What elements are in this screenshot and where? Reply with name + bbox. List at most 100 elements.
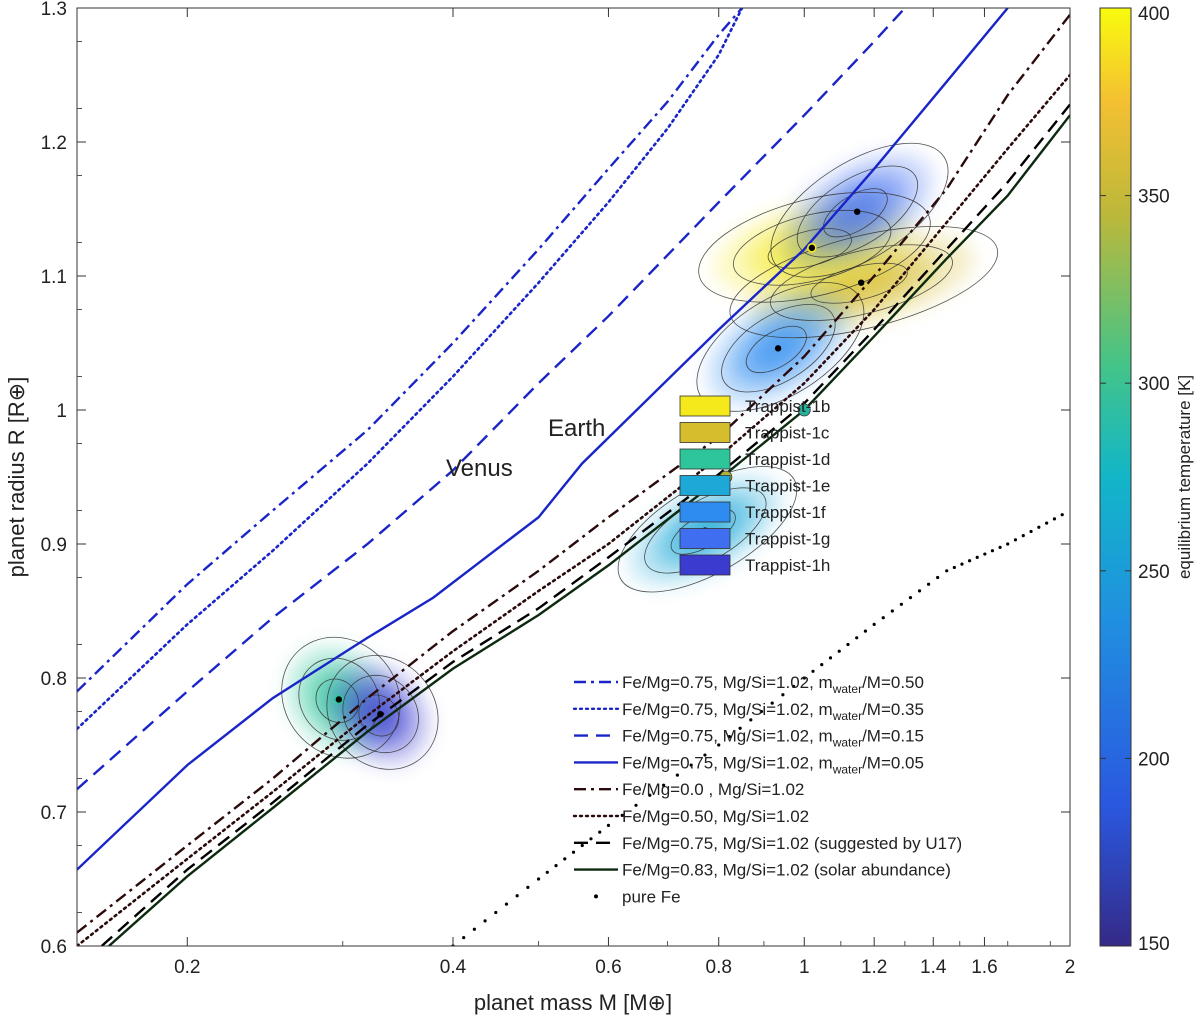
pure-fe-dot xyxy=(820,663,824,667)
point-trappist-1h xyxy=(377,710,384,718)
x-tick-label: 1 xyxy=(799,957,810,978)
point-earth xyxy=(797,403,811,417)
axes: 0.2 0.4 0.6 0.8 1 1.2 1.4 1.6 2 0.6 0.7 0.8 0.9 1 1.1 1… xyxy=(41,0,1076,978)
pure-fe-dot xyxy=(648,793,652,797)
y-tick-label: 1.1 xyxy=(41,267,67,288)
legend-label-fe-mg-0-75-mg-si-1-02-m-water-m-0-15: Fe/Mg=0.75, Mg/Si=1.02, mwater/M=0.15 xyxy=(622,727,924,750)
pure-fe-dot xyxy=(703,753,707,757)
pure-fe-dot xyxy=(1060,513,1064,517)
colorbar: 150 200 250 300 350 400 equilibrium temperatu… xyxy=(1099,4,1194,955)
pure-fe-dot xyxy=(1052,517,1057,521)
point-trappist-1d xyxy=(334,694,344,705)
curve-legend: Fe/Mg=0.75, Mg/Si=1.02, mwater/M=0.50 Fe/… xyxy=(572,673,962,906)
pure-fe-dot xyxy=(828,656,833,660)
legend-swatch-trappist-1h xyxy=(679,554,731,576)
pure-fe-dot xyxy=(554,864,558,868)
venus-label: Venus xyxy=(446,455,513,482)
colorbar-tick-label: 300 xyxy=(1138,374,1170,395)
colorbar-tick-label: 150 xyxy=(1138,934,1170,955)
pure-fe-dot xyxy=(536,877,541,881)
curve-fe-mg-0-75-mg-si-1-02-m-water-m-0-50 xyxy=(77,8,743,693)
colorbar-tick-label: 350 xyxy=(1138,187,1170,208)
contour-ellipse xyxy=(767,228,852,269)
contour-ellipse xyxy=(698,191,931,303)
legend-label-fe-mg-0-75-mg-si-1-02-suggested-by-u17: Fe/Mg=0.75, Mg/Si=1.02 (suggested by U17… xyxy=(622,834,962,853)
pure-fe-dot xyxy=(899,602,903,606)
pure-fe-dot xyxy=(462,936,466,940)
contour-ellipse xyxy=(745,325,807,374)
pure-fe-dot xyxy=(717,743,721,747)
pure-fe-dot xyxy=(472,927,476,931)
legend-label-pure-fe: pure Fe xyxy=(622,887,681,906)
pure-fe-dot xyxy=(494,910,498,915)
colorbar-tick-label: 200 xyxy=(1138,749,1170,770)
x-tick-label: 0.2 xyxy=(174,957,200,978)
pure-fe-dot xyxy=(881,616,885,620)
colorbar-tick-label: 400 xyxy=(1138,4,1170,25)
contour-ellipse xyxy=(315,678,359,723)
pure-fe-dot xyxy=(863,629,868,633)
pure-fe-dot xyxy=(967,559,972,563)
pure-fe-dot xyxy=(620,813,624,817)
contour-ellipse xyxy=(796,165,919,258)
legend-label-fe-mg-0-75-mg-si-1-02-m-water-m-0-05: Fe/Mg=0.75, Mg/Si=1.02, mwater/M=0.05 xyxy=(622,753,924,776)
legend-swatch-trappist-1e xyxy=(679,475,731,496)
curve-fe-mg-0-75-mg-si-1-02-m-water-m-0-35 xyxy=(77,8,744,731)
contour-ellipse xyxy=(823,188,888,238)
pure-fe-dot xyxy=(738,726,742,730)
pure-fe-dot xyxy=(571,850,576,854)
colorbar-tick-label: 250 xyxy=(1138,562,1170,583)
colorbar-gradient xyxy=(1099,7,1132,947)
pure-fe-dot xyxy=(1045,521,1049,525)
contour-ellipse xyxy=(721,304,836,393)
pure-fe-dot xyxy=(846,642,850,647)
legend-label-trappist-1f: Trappist-1f xyxy=(745,503,826,522)
legend-swatch-trappist-1g xyxy=(679,528,731,549)
y-tick-label: 0.8 xyxy=(41,669,67,690)
legend-swatch-trappist-1b xyxy=(679,395,731,417)
pure-fe-dot xyxy=(1021,534,1025,538)
x-tick-label: 0.8 xyxy=(706,957,732,978)
point-trappist-1c xyxy=(857,279,865,286)
pure-fe-dot xyxy=(675,773,679,777)
point-trappist-1f xyxy=(774,345,782,352)
contour-ellipse xyxy=(770,244,953,321)
curve-fe-mg-0-75-mg-si-1-02-m-water-m-0-15 xyxy=(77,8,906,791)
pure-fe-dot xyxy=(917,589,922,593)
pure-fe-dot xyxy=(759,709,764,714)
pure-fe-dot xyxy=(936,575,940,580)
legend-swatch-trappist-1c xyxy=(679,422,731,443)
contour-trappist-1c xyxy=(729,225,999,339)
legend-label-trappist-1g: Trappist-1g xyxy=(745,530,830,549)
pure-fe-dot xyxy=(926,582,931,586)
pure-fe-dot xyxy=(791,684,796,688)
pure-fe-dot xyxy=(563,857,567,861)
legend-label-fe-mg-0-75-mg-si-1-02-m-water-m-0-50: Fe/Mg=0.75, Mg/Si=1.02, mwater/M=0.50 xyxy=(622,673,924,696)
pure-fe-dot xyxy=(727,735,732,739)
pure-fe-dot xyxy=(975,555,979,560)
contour-ellipse xyxy=(770,142,949,278)
pure-fe-dot xyxy=(1029,529,1033,534)
pure-fe-dot xyxy=(837,649,841,653)
pure-fe-dot xyxy=(1037,525,1041,529)
x-tick-label: 1.6 xyxy=(971,957,997,978)
pure-fe-dot xyxy=(990,549,995,553)
x-tick-label: 2 xyxy=(1065,957,1076,978)
legend-label-trappist-1b: Trappist-1b xyxy=(745,397,830,416)
legend-label-trappist-1d: Trappist-1d xyxy=(745,450,830,469)
pure-fe-dot xyxy=(749,718,753,722)
curve-fe-mg-0-75-mg-si-1-02-suggested-by-u17 xyxy=(100,103,1070,946)
pure-fe-dot xyxy=(634,803,638,807)
x-tick-label: 0.4 xyxy=(440,957,467,978)
pure-fe-dot xyxy=(504,902,509,906)
legend-swatch-trappist-1d xyxy=(679,448,731,470)
pure-fe-dot xyxy=(855,636,859,640)
pure-fe-dot xyxy=(811,669,815,673)
pure-fe-dot xyxy=(606,823,611,828)
colorbar-label: equilibrium temperature [K] xyxy=(1175,375,1194,579)
pure-fe-dot xyxy=(689,763,693,767)
curve-pure-fe xyxy=(451,513,1064,946)
x-axis-label: planet mass M [M⊕] xyxy=(474,990,672,1015)
legend-label-fe-mg-0-0-mg-si-1-02: Fe/Mg=0.0 , Mg/Si=1.02 xyxy=(622,780,804,799)
